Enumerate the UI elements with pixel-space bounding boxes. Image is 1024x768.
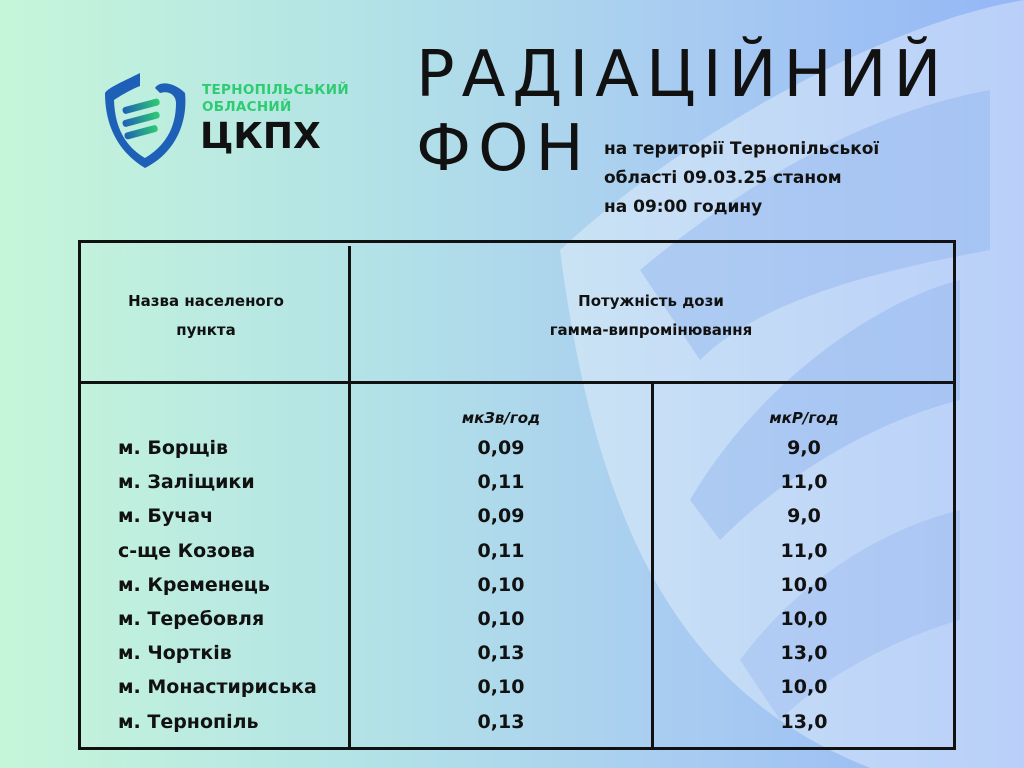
header-dose: Потужність дози гамма-випромінювання	[351, 287, 951, 345]
table-cell-place: м. Кременець	[118, 573, 270, 596]
subtitle-line2: області 09.03.25 станом	[604, 168, 842, 188]
table-cell-ur: 9,0	[787, 437, 821, 459]
subtitle-line1: на території Тернопільської	[604, 139, 880, 159]
table-cell-usv: 0,09	[477, 505, 525, 528]
table-cell-place: м. Бучач	[118, 505, 214, 528]
header-place: Назва населеного пункта	[81, 287, 331, 345]
table-cell-ur: 9,0	[787, 505, 821, 528]
column-divider	[348, 246, 351, 747]
table-cell-usv: 0,11	[477, 471, 525, 494]
subtitle-line3: на 09:00 годину	[604, 197, 763, 217]
table-cell-ur: 11,0	[780, 539, 828, 562]
logo-text-line1: ТЕРНОПІЛЬСЬКИЙ	[202, 82, 349, 98]
header-place-line2: пункта	[176, 321, 236, 339]
table-cell-place: м. Монастириська	[118, 676, 317, 699]
table-cell-usv: 0,13	[477, 642, 525, 665]
column-divider	[651, 383, 654, 747]
subtitle: на території Тернопільської області 09.0…	[604, 135, 934, 222]
unit-ur: мкР/год	[769, 409, 839, 427]
header-divider	[81, 381, 953, 384]
logo-text-abbr: ЦКПХ	[200, 116, 321, 157]
table-cell-ur: 10,0	[780, 573, 828, 596]
table-cell-place: м. Борщів	[118, 437, 229, 459]
table-cell-ur: 11,0	[780, 471, 828, 494]
unit-usv: мкЗв/год	[461, 409, 541, 427]
table-cell-ur: 13,0	[780, 710, 828, 733]
table-cell-ur: 10,0	[780, 676, 828, 699]
table-cell-place: м. Заліщики	[118, 471, 255, 494]
logo-text-line2: ОБЛАСНИЙ	[202, 99, 292, 115]
logo: ТЕРНОПІЛЬСЬКИЙ ОБЛАСНИЙ ЦКПХ	[100, 68, 360, 173]
table-cell-usv: 0,10	[477, 573, 525, 596]
table-cell-usv: 0,13	[477, 710, 525, 733]
table-cell-place: м. Чортків	[118, 642, 232, 665]
table-cell-usv: 0,09	[477, 437, 525, 459]
header-dose-line2: гамма-випромінювання	[549, 321, 753, 339]
table-cell-ur: 10,0	[780, 608, 828, 630]
table-cell-place: с-ще Козова	[118, 539, 256, 562]
header-place-line1: Назва населеного	[128, 292, 284, 310]
table-cell-usv: 0,11	[477, 539, 525, 562]
table-cell-place: м. Теребовля	[118, 608, 265, 630]
radiation-table: Назва населеного пункта Потужність дози …	[78, 240, 956, 750]
table-cell-usv: 0,10	[477, 676, 525, 699]
page-title-line1: РАДІАЦІЙНИЙ	[416, 38, 949, 112]
table-cell-place: м. Тернопіль	[118, 710, 259, 733]
shield-logo-icon	[105, 73, 186, 168]
page-title-line2: ФОН	[416, 112, 591, 186]
table-cell-usv: 0,10	[477, 608, 525, 630]
table-cell-ur: 13,0	[780, 642, 828, 665]
header-dose-line1: Потужність дози	[578, 292, 724, 310]
